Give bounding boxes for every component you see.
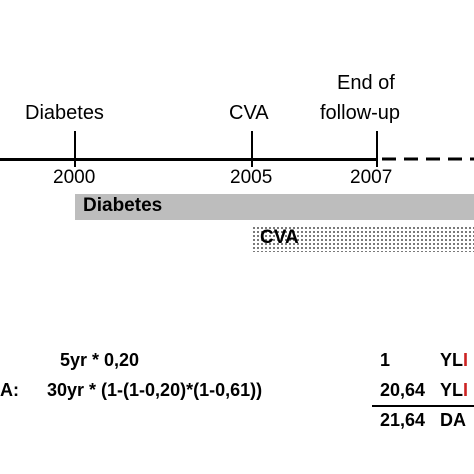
calc-row1-unit-text: YL xyxy=(440,350,464,370)
diabetes-bar-label: Diabetes xyxy=(83,195,163,216)
tick-2007 xyxy=(376,131,378,159)
calc-row2-formula: 30yr * (1-(1-0,20)*(1-0,61)) xyxy=(47,380,263,400)
diabetes-duration-bar: Diabetes xyxy=(75,194,474,220)
event-label-diabetes: Diabetes xyxy=(25,102,104,124)
sum-underline xyxy=(372,405,474,407)
calc-row1-formula: 5yr * 0,20 xyxy=(60,350,140,370)
tick-2000-lower xyxy=(74,159,76,167)
tick-2000 xyxy=(74,131,76,159)
calc-row2-unit-text: YL xyxy=(440,380,464,400)
calc-row2-prefix: A: xyxy=(0,380,19,400)
calc-row3-unit: DA xyxy=(440,410,466,430)
calc-row1-unit-cut: I xyxy=(463,350,469,370)
year-label-2005: 2005 xyxy=(230,167,273,188)
tick-2007-lower xyxy=(376,159,378,167)
tick-2005 xyxy=(251,131,253,159)
calc-row3-value: 21,64 xyxy=(380,410,426,430)
event-label-end-line2: follow-up xyxy=(320,102,401,124)
cva-bar-label: CVA xyxy=(260,227,299,248)
year-label-2000: 2000 xyxy=(53,167,96,188)
calc-row2-unit: YLI xyxy=(440,380,468,401)
timeline-axis xyxy=(0,158,378,161)
calc-row2-value: 20,64 xyxy=(380,380,426,400)
event-label-cva: CVA xyxy=(229,102,269,124)
cva-duration-bar: CVA xyxy=(252,226,474,252)
calc-row2-unit-cut: I xyxy=(463,380,469,400)
year-label-2007: 2007 xyxy=(350,167,393,188)
event-label-end-line1: End of xyxy=(337,72,395,94)
calc-row1-unit: YLI xyxy=(440,350,468,371)
calc-row1-value: 1 xyxy=(380,350,391,370)
tick-2005-lower xyxy=(251,159,253,167)
timeline-dashed-extension xyxy=(382,157,474,161)
